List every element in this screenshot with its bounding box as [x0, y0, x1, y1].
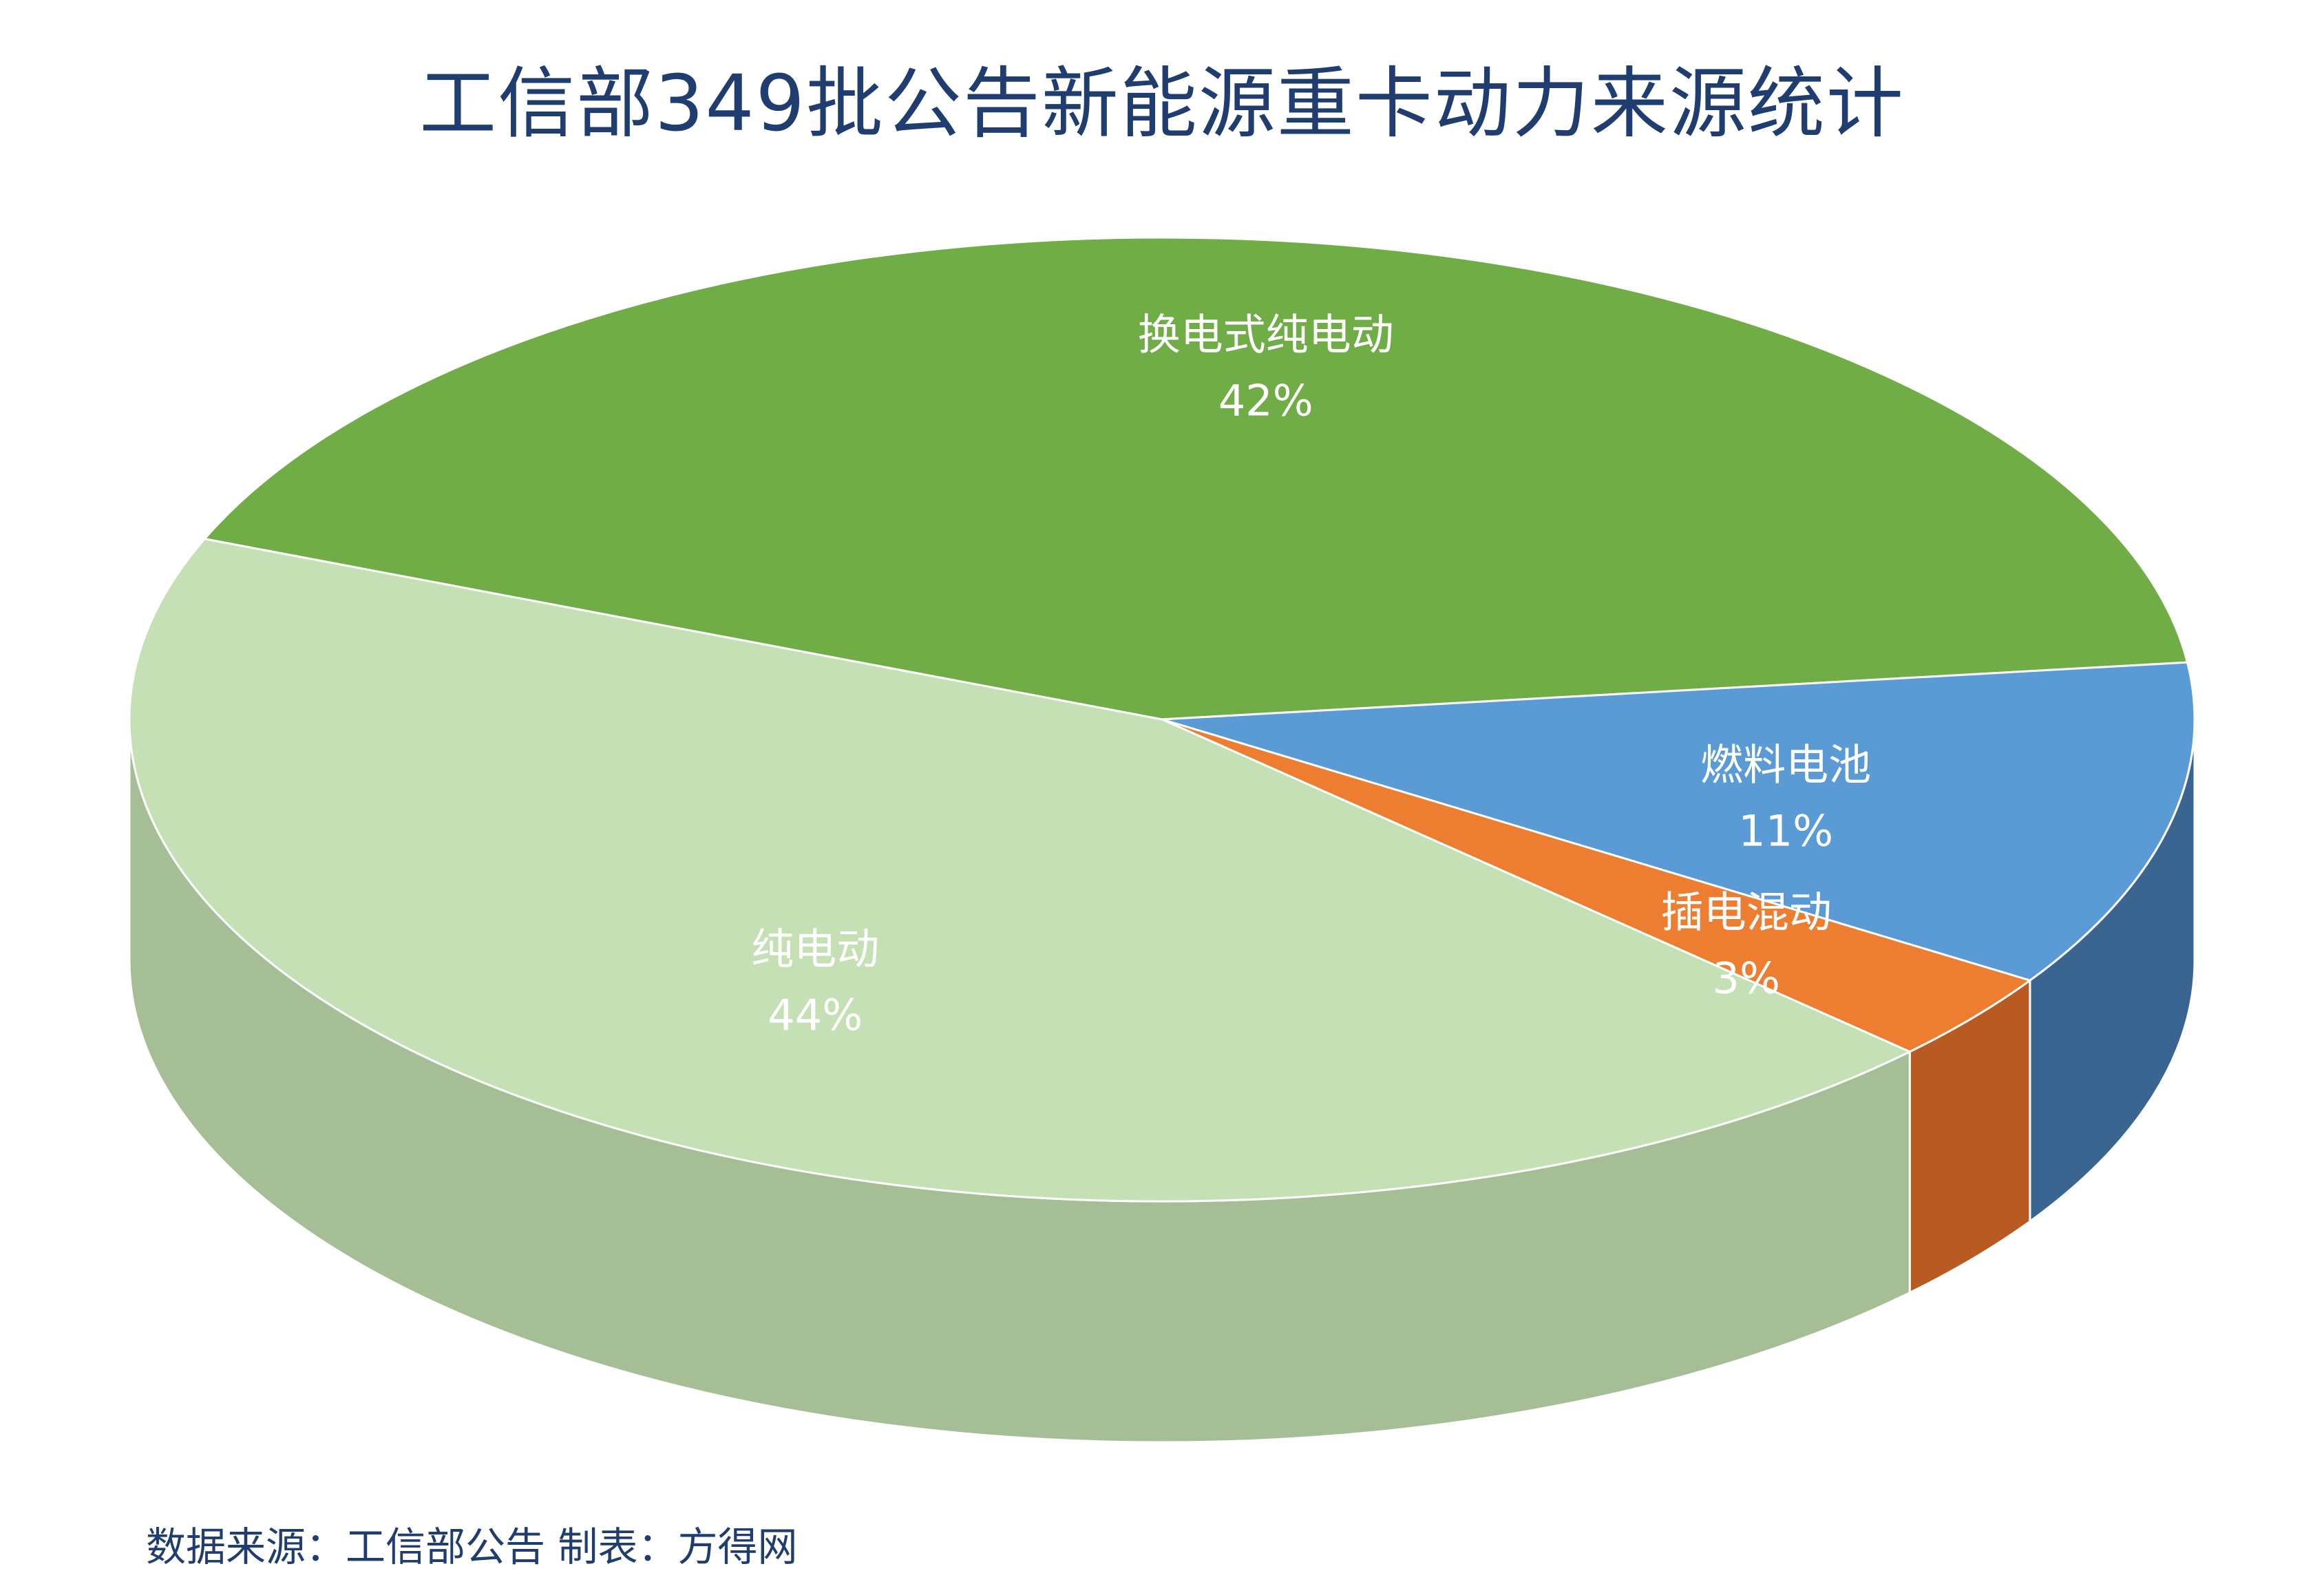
- slice-4-value-label: 44%: [768, 990, 863, 1040]
- slice-3-value-label: 3%: [1713, 953, 1780, 1004]
- source-note: 数据来源：工信部公告 制表：方得网: [146, 1523, 798, 1570]
- pie-tops: [128, 236, 2196, 1203]
- slice-4-top: [128, 538, 1912, 1203]
- slice-1-value-label: 42%: [1218, 376, 1313, 426]
- slice-3-name-label: 插电混动: [1661, 887, 1832, 938]
- pie-sides: [128, 719, 2196, 1444]
- slice-2-value-label: 11%: [1738, 806, 1833, 856]
- slice-2-top: [1161, 661, 2196, 982]
- chart-title: 工信部349批公告新能源重卡动力来源统计: [419, 59, 1905, 149]
- slice-4-name-label: 纯电动: [751, 924, 879, 974]
- pie-labels: 换电式纯电动 42% 燃料电池 11% 插电混动 3% 纯电动 44%: [751, 310, 1871, 1040]
- slice-1-top: [202, 236, 2189, 721]
- slice-3-top: [1161, 718, 2033, 1053]
- slice-2-name-label: 燃料电池: [1700, 740, 1871, 790]
- slice-1-name-label: 换电式纯电动: [1138, 310, 1394, 360]
